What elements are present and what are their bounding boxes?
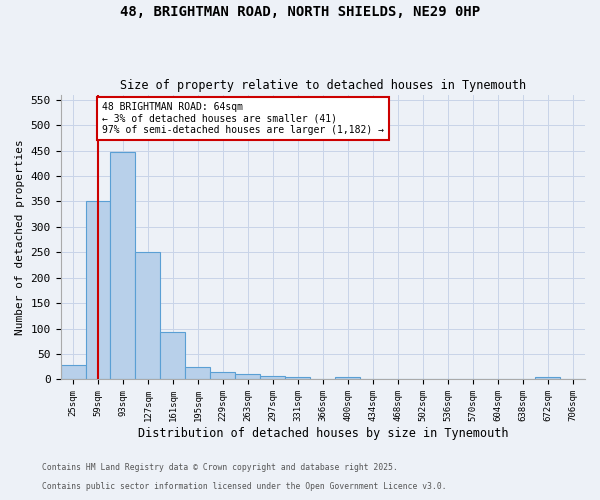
- Bar: [86, 202, 110, 380]
- Bar: [110, 152, 136, 380]
- Bar: [136, 252, 160, 380]
- Bar: [61, 364, 86, 380]
- Bar: [535, 378, 560, 380]
- Title: Size of property relative to detached houses in Tynemouth: Size of property relative to detached ho…: [120, 79, 526, 92]
- Bar: [260, 376, 286, 380]
- Bar: [286, 377, 310, 380]
- Bar: [211, 372, 235, 380]
- Bar: [335, 378, 360, 380]
- Y-axis label: Number of detached properties: Number of detached properties: [15, 139, 25, 335]
- Bar: [185, 367, 211, 380]
- Bar: [160, 332, 185, 380]
- Text: 48 BRIGHTMAN ROAD: 64sqm
← 3% of detached houses are smaller (41)
97% of semi-de: 48 BRIGHTMAN ROAD: 64sqm ← 3% of detache…: [102, 102, 384, 136]
- Bar: [235, 374, 260, 380]
- Text: Contains HM Land Registry data © Crown copyright and database right 2025.: Contains HM Land Registry data © Crown c…: [42, 464, 398, 472]
- X-axis label: Distribution of detached houses by size in Tynemouth: Distribution of detached houses by size …: [137, 427, 508, 440]
- Text: 48, BRIGHTMAN ROAD, NORTH SHIELDS, NE29 0HP: 48, BRIGHTMAN ROAD, NORTH SHIELDS, NE29 …: [120, 5, 480, 19]
- Text: Contains public sector information licensed under the Open Government Licence v3: Contains public sector information licen…: [42, 482, 446, 491]
